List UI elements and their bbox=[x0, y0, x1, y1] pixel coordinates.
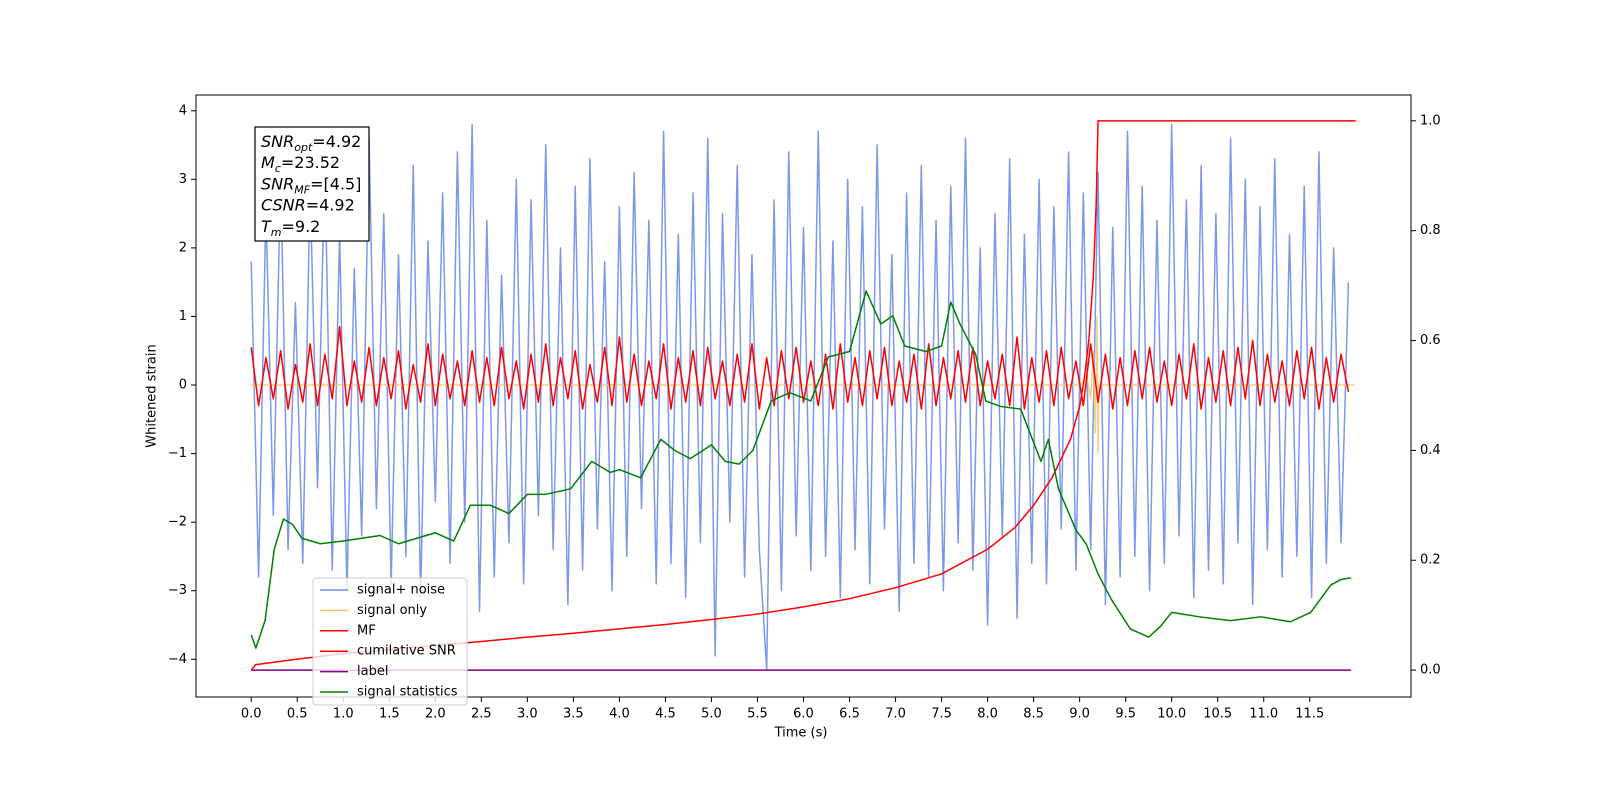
y-tick-label: 0 bbox=[179, 378, 187, 393]
y2-tick-label: 0.6 bbox=[1420, 333, 1441, 348]
annotation-line: SNRMF=[4.5] bbox=[261, 174, 361, 196]
legend-label: label bbox=[357, 664, 388, 679]
annotation-subscript: m bbox=[271, 226, 282, 239]
y-tick-label: 4 bbox=[179, 103, 187, 118]
axes-frame bbox=[195, 94, 1412, 698]
x-tick-label: 8.0 bbox=[977, 707, 998, 722]
x-tick-label: 3.5 bbox=[563, 707, 584, 722]
x-tick-label: 0.0 bbox=[241, 707, 262, 722]
series-line bbox=[250, 326, 1350, 410]
annotation-symbol: SNR bbox=[261, 174, 294, 193]
annotation-line: CSNR=4.92 bbox=[261, 196, 355, 215]
legend-label: cumilative SNR bbox=[357, 644, 456, 659]
x-tick-label: 7.5 bbox=[931, 707, 952, 722]
annotation-line: Mc=23.52 bbox=[261, 153, 340, 175]
annotation-line: Tm=9.2 bbox=[261, 217, 320, 239]
annotation-line: SNRopt=4.92 bbox=[261, 132, 361, 154]
series-line bbox=[250, 123, 1350, 671]
y-tick-label: −2 bbox=[168, 515, 187, 530]
x-tick-label: 10.5 bbox=[1203, 707, 1232, 722]
x-tick-label: 9.0 bbox=[1069, 707, 1090, 722]
annotation-subscript: MF bbox=[294, 183, 310, 196]
y-tick-label: −3 bbox=[168, 583, 187, 598]
y-tick-label: −4 bbox=[168, 652, 187, 667]
annotation-symbol: CSNR bbox=[261, 196, 306, 215]
x-tick-label: 5.5 bbox=[747, 707, 768, 722]
y2-tick-label: 0.2 bbox=[1420, 553, 1441, 568]
legend-label: signal only bbox=[357, 603, 427, 618]
y2-tick-label: 0.8 bbox=[1420, 223, 1441, 238]
x-tick-label: 8.5 bbox=[1023, 707, 1044, 722]
y2-tick-label: 1.0 bbox=[1420, 113, 1441, 128]
legend-box bbox=[312, 577, 468, 706]
y-tick-label: 1 bbox=[179, 309, 187, 324]
x-tick-label: 5.0 bbox=[701, 707, 722, 722]
annotation-subscript: c bbox=[275, 162, 281, 175]
x-tick-label: 7.0 bbox=[885, 707, 906, 722]
x-tick-label: 6.5 bbox=[839, 707, 860, 722]
y2-tick-label: 0.0 bbox=[1420, 663, 1441, 678]
annotation-subscript: opt bbox=[294, 141, 313, 154]
y-axis-label: Whitened strain bbox=[145, 344, 160, 447]
legend-label: signal+ noise bbox=[357, 583, 445, 598]
x-tick-label: 11.0 bbox=[1249, 707, 1278, 722]
annotation-value: =[4.5] bbox=[310, 174, 361, 193]
legend-label: signal statistics bbox=[357, 685, 458, 700]
x-tick-label: 4.0 bbox=[609, 707, 630, 722]
x-axis-label: Time (s) bbox=[774, 726, 828, 741]
x-tick-label: 4.5 bbox=[655, 707, 676, 722]
y-tick-label: 2 bbox=[179, 240, 187, 255]
y-tick-label: 3 bbox=[179, 172, 187, 187]
x-tick-label: 9.5 bbox=[1115, 707, 1136, 722]
annotation-box bbox=[254, 126, 370, 242]
annotation-value: =4.92 bbox=[312, 132, 361, 151]
x-tick-label: 1.0 bbox=[333, 707, 354, 722]
x-tick-label: 6.0 bbox=[793, 707, 814, 722]
annotation-value: =9.2 bbox=[282, 217, 321, 236]
x-tick-label: 3.0 bbox=[517, 707, 538, 722]
y2-tick-label: 0.4 bbox=[1420, 443, 1441, 458]
annotation-symbol: M bbox=[261, 153, 275, 172]
y-tick-label: −1 bbox=[168, 446, 187, 461]
x-tick-label: 1.5 bbox=[379, 707, 400, 722]
x-tick-label: 2.5 bbox=[471, 707, 492, 722]
series-line bbox=[250, 290, 1352, 649]
annotation-symbol: SNR bbox=[261, 132, 294, 151]
annotation-symbol: T bbox=[261, 217, 272, 236]
x-tick-label: 0.5 bbox=[287, 707, 308, 722]
annotation-value: =23.52 bbox=[281, 153, 340, 172]
x-tick-label: 2.0 bbox=[425, 707, 446, 722]
legend-label: MF bbox=[357, 623, 376, 638]
annotation-value: =4.92 bbox=[306, 196, 355, 215]
x-tick-label: 11.5 bbox=[1295, 707, 1324, 722]
x-tick-label: 10.0 bbox=[1157, 707, 1186, 722]
